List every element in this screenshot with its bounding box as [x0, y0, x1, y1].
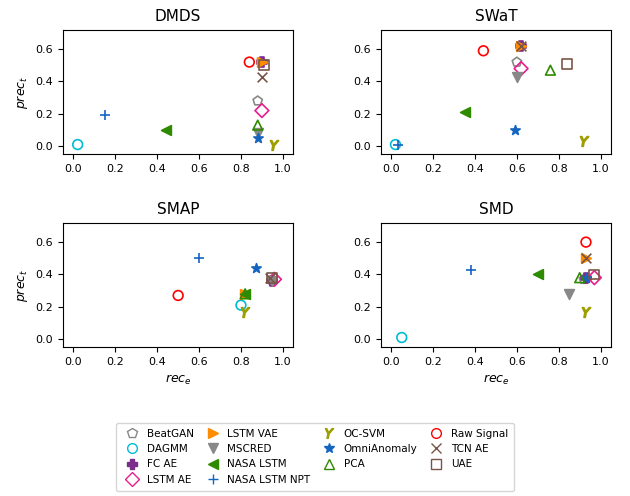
Point: [244, 58, 255, 66]
Point: [161, 126, 171, 134]
Point: [257, 107, 267, 115]
Point: [270, 140, 280, 148]
Point: [459, 108, 469, 116]
Point: [240, 290, 250, 298]
Point: [72, 140, 83, 148]
Point: [589, 274, 599, 282]
Point: [236, 301, 246, 309]
Point: [533, 270, 543, 278]
Y-axis label: $prec_t$: $prec_t$: [15, 75, 30, 109]
Point: [581, 254, 591, 262]
Point: [562, 60, 572, 67]
X-axis label: $rec_e$: $rec_e$: [165, 372, 192, 386]
Point: [516, 42, 526, 50]
Point: [253, 134, 263, 142]
Point: [579, 275, 589, 283]
Point: [251, 264, 261, 272]
Title: SWaT: SWaT: [474, 9, 517, 24]
Point: [581, 274, 591, 282]
Point: [267, 277, 277, 285]
Point: [546, 66, 556, 74]
Point: [581, 238, 591, 246]
Title: DMDS: DMDS: [155, 9, 202, 24]
Point: [478, 47, 488, 55]
Point: [589, 270, 599, 278]
Point: [512, 73, 522, 81]
Point: [466, 266, 476, 274]
Point: [516, 42, 526, 50]
Legend: BeatGAN, DAGMM, FC AE, LSTM AE, LSTM VAE, MSCRED, NASA LSTM, NASA LSTM NPT, OC-S: BeatGAN, DAGMM, FC AE, LSTM AE, LSTM VAE…: [116, 423, 514, 491]
Point: [510, 126, 520, 134]
Point: [564, 290, 575, 298]
Point: [516, 64, 526, 72]
Point: [581, 274, 591, 282]
Point: [397, 333, 407, 341]
Point: [173, 292, 183, 300]
Point: [267, 274, 277, 282]
Point: [579, 137, 589, 145]
Point: [240, 308, 250, 315]
Title: SMAP: SMAP: [157, 202, 200, 217]
Point: [194, 254, 204, 262]
Point: [581, 254, 591, 262]
Point: [267, 277, 277, 285]
Point: [265, 274, 275, 282]
Point: [257, 73, 267, 81]
Point: [253, 97, 263, 105]
Point: [259, 62, 269, 69]
Point: [575, 274, 585, 282]
Point: [240, 290, 250, 298]
Y-axis label: $prec_t$: $prec_t$: [15, 268, 30, 302]
Point: [516, 42, 526, 50]
Point: [253, 129, 263, 137]
X-axis label: $rec_e$: $rec_e$: [483, 372, 509, 386]
Title: SMD: SMD: [479, 202, 513, 217]
Point: [391, 140, 401, 148]
Point: [267, 277, 277, 285]
Point: [581, 308, 591, 315]
Point: [240, 290, 250, 298]
Point: [253, 121, 263, 129]
Point: [270, 275, 280, 283]
Point: [257, 58, 267, 66]
Point: [257, 58, 267, 66]
Point: [392, 140, 403, 148]
Point: [100, 112, 110, 120]
Point: [512, 58, 522, 66]
